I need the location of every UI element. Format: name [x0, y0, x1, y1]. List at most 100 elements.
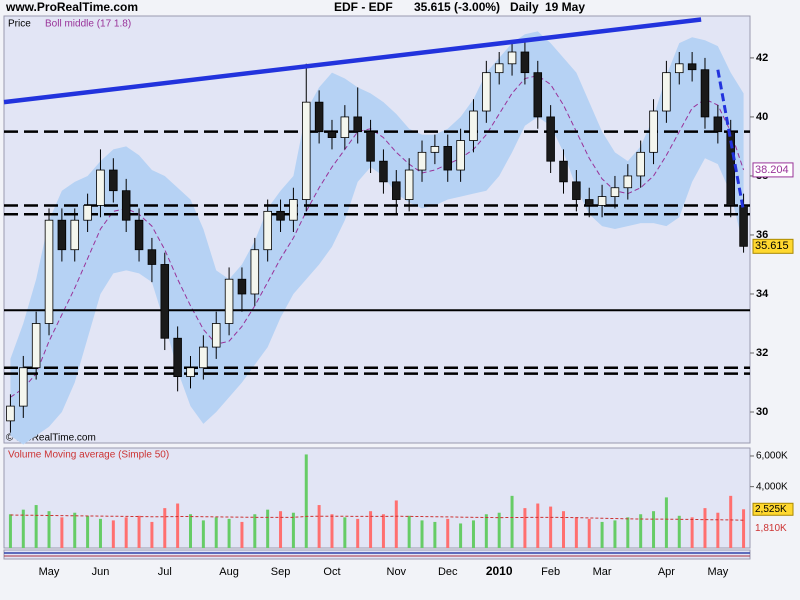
- bollinger-middle: [10, 75, 745, 398]
- volume-bar: [189, 514, 192, 548]
- x-tick-label: Nov: [387, 566, 407, 578]
- candle-body: [250, 249, 260, 295]
- volume-bar: [60, 517, 64, 548]
- candle-body: [636, 151, 645, 177]
- candle-body: [340, 116, 350, 138]
- volume-bar: [562, 511, 565, 548]
- candle-body: [559, 160, 568, 183]
- candle-body: [289, 199, 298, 221]
- last-price-label: 35.615: [755, 240, 789, 252]
- volume-title: Volume Moving average (Simple 50): [8, 450, 169, 461]
- y-tick-label: 40: [756, 111, 768, 123]
- volume-bar: [47, 511, 51, 548]
- candle-body: [301, 101, 311, 200]
- volume-bar: [98, 518, 102, 548]
- candle-body: [31, 323, 41, 369]
- candle-body: [584, 199, 594, 206]
- volume-bar: [587, 518, 591, 548]
- volume-bar: [523, 508, 527, 548]
- volume-bar: [536, 503, 540, 548]
- candle-body: [186, 367, 195, 378]
- y-tick-label: 30: [756, 406, 768, 418]
- candle-body: [494, 63, 504, 74]
- indicator-strip: [3, 549, 751, 560]
- volume-bar: [742, 509, 746, 548]
- trendline: [3, 17, 702, 105]
- volume-bar: [497, 512, 501, 548]
- volume-bar: [433, 521, 437, 548]
- candle-body: [662, 72, 671, 112]
- volume-bar: [253, 514, 257, 548]
- candle-body: [121, 190, 131, 221]
- candle-body: [649, 110, 658, 153]
- candle-body: [147, 249, 157, 265]
- volume-bar: [381, 514, 385, 548]
- quote: 35.615 (-3.00%): [414, 0, 500, 14]
- candle-body: [610, 187, 620, 197]
- y-tick-label: 4,000K: [756, 481, 788, 492]
- candle-body: [173, 337, 182, 378]
- volume-ma: [10, 514, 744, 521]
- candle-body: [224, 278, 234, 324]
- volume-bar: [163, 508, 167, 548]
- candle-body: [237, 278, 247, 295]
- x-tick-label: May: [39, 566, 60, 578]
- candle-body: [276, 210, 285, 221]
- volume-bar: [420, 520, 424, 548]
- candle-body: [739, 205, 748, 247]
- last-price-box: [752, 238, 794, 254]
- volume-bar: [8, 514, 12, 548]
- x-tick-label: 2010: [486, 564, 513, 578]
- candle-body: [211, 323, 221, 348]
- volume-bar: [369, 511, 373, 548]
- x-tick-label: Jul: [158, 566, 172, 578]
- y-tick-label: 34: [756, 288, 769, 300]
- volume-bar: [574, 517, 578, 548]
- volume-bar: [703, 508, 707, 548]
- volume-bar: [291, 512, 295, 548]
- volume-bar: [330, 514, 334, 548]
- legend-bollinger: Boll middle (17 1.8): [45, 19, 131, 30]
- x-tick-label: Dec: [438, 566, 458, 578]
- candle-body: [687, 63, 697, 71]
- candle-body: [379, 160, 388, 183]
- volume-ma-last-label: 1,810K: [755, 523, 787, 534]
- volume-panel: [3, 447, 751, 549]
- volume-bar: [227, 518, 231, 548]
- volume-bar: [34, 505, 38, 548]
- bollinger-last-box: [752, 162, 794, 178]
- x-tick-label: Apr: [658, 566, 675, 578]
- volume-bar: [471, 520, 475, 548]
- volume-bar: [626, 517, 630, 548]
- volume-bar: [201, 520, 205, 548]
- candle-body: [366, 131, 375, 162]
- volume-bar: [214, 517, 218, 548]
- candle-body: [6, 405, 15, 422]
- candle-body: [572, 181, 581, 200]
- date: 19 May: [545, 0, 585, 14]
- volume-bar: [446, 518, 450, 548]
- candle-body: [160, 264, 170, 339]
- volume-bar: [176, 503, 180, 548]
- x-tick-label: Feb: [541, 566, 560, 578]
- volume-last-label: 2,525K: [755, 504, 787, 515]
- candle-body: [443, 146, 452, 171]
- candle-body: [19, 367, 28, 407]
- candle-body: [327, 131, 337, 138]
- site-name: www.ProRealTime.com: [5, 0, 138, 14]
- x-tick-label: Sep: [271, 566, 291, 578]
- candle-body: [507, 51, 517, 65]
- candle-body: [675, 63, 684, 74]
- volume-bar: [356, 518, 360, 548]
- y-tick-label: 36: [756, 229, 768, 241]
- candle-body: [70, 219, 80, 251]
- candle-body: [533, 72, 543, 118]
- y-tick-label: 32: [756, 347, 768, 359]
- x-tick-label: Mar: [593, 566, 612, 578]
- candle-body: [546, 116, 555, 162]
- candle-body: [353, 116, 362, 133]
- candle-body: [700, 69, 710, 118]
- candle-body: [597, 196, 607, 206]
- volume-bar: [690, 517, 694, 548]
